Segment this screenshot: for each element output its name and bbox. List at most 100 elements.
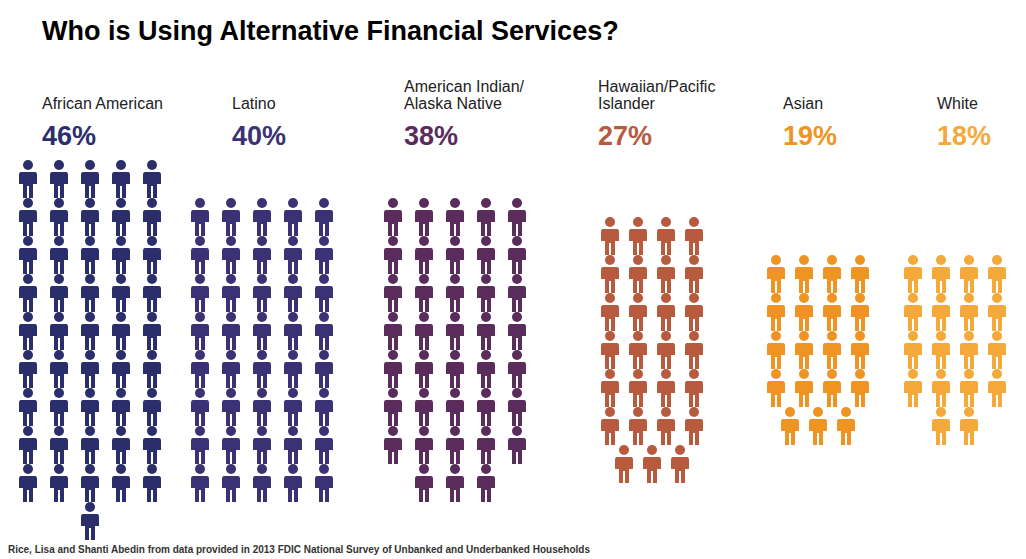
person-body [284, 476, 302, 502]
person-head [226, 350, 236, 360]
source: Rice, Lisa and Shanti Abedin from data p… [8, 544, 590, 555]
person-head [450, 350, 460, 360]
person-head [226, 312, 236, 322]
person-head [481, 274, 491, 284]
person-head [771, 293, 781, 303]
person-body [657, 229, 675, 255]
person-body [601, 267, 619, 293]
person-body [657, 305, 675, 331]
person-head [964, 369, 974, 379]
person-head [257, 464, 267, 474]
person-head [647, 445, 657, 455]
person-body [143, 286, 161, 312]
person-head [908, 293, 918, 303]
person-body [767, 267, 785, 293]
person-body [508, 362, 526, 388]
person-head [633, 255, 643, 265]
person-body [446, 476, 464, 502]
person-body [960, 381, 978, 407]
person-body [222, 324, 240, 350]
person-head [257, 274, 267, 284]
person-head [841, 407, 851, 417]
person-head [771, 255, 781, 265]
person-body [191, 248, 209, 274]
person-body [508, 286, 526, 312]
person-body [685, 343, 703, 369]
person-head [512, 198, 522, 208]
people-cluster [601, 217, 703, 483]
person-head [689, 407, 699, 417]
person-body [191, 324, 209, 350]
person-body [601, 343, 619, 369]
person-body [143, 476, 161, 502]
person-body [50, 286, 68, 312]
data-label: 46% [42, 121, 96, 151]
person-head [147, 236, 157, 246]
person-body [19, 286, 37, 312]
category-label-line: Latino [232, 95, 276, 112]
person-head [661, 331, 671, 341]
person-head [85, 464, 95, 474]
person-head [512, 274, 522, 284]
person-body [222, 286, 240, 312]
person-body [477, 362, 495, 388]
person-body [795, 267, 813, 293]
category-label: American Indian/Alaska Native [404, 78, 525, 112]
person-body [315, 210, 333, 236]
person-body [809, 419, 827, 445]
person-body [143, 324, 161, 350]
person-body [112, 476, 130, 502]
person-body [685, 419, 703, 445]
person-body [823, 381, 841, 407]
person-head [319, 464, 329, 474]
people-cluster [767, 255, 869, 445]
person-head [257, 198, 267, 208]
person-head [992, 255, 1002, 265]
person-body [904, 343, 922, 369]
person-head [633, 331, 643, 341]
person-body [601, 305, 619, 331]
person-body [50, 362, 68, 388]
person-head [116, 388, 126, 398]
person-head [195, 274, 205, 284]
person-body [315, 324, 333, 350]
person-head [661, 407, 671, 417]
person-body [415, 438, 433, 464]
person-head [54, 198, 64, 208]
person-head [936, 407, 946, 417]
person-head [147, 312, 157, 322]
person-body [112, 324, 130, 350]
person-head [147, 464, 157, 474]
person-body [284, 210, 302, 236]
person-head [147, 388, 157, 398]
person-body [81, 172, 99, 198]
person-body [508, 210, 526, 236]
person-body [795, 343, 813, 369]
person-head [813, 407, 823, 417]
person-body [904, 305, 922, 331]
people-cluster [384, 198, 526, 502]
person-body [657, 267, 675, 293]
person-body [253, 362, 271, 388]
person-head [147, 198, 157, 208]
person-body [415, 362, 433, 388]
person-body [384, 438, 402, 464]
person-head [450, 274, 460, 284]
person-head [23, 464, 33, 474]
person-body [191, 476, 209, 502]
person-body [112, 400, 130, 426]
person-body [81, 438, 99, 464]
person-body [284, 286, 302, 312]
person-head [23, 350, 33, 360]
person-head [512, 312, 522, 322]
person-body [477, 476, 495, 502]
person-head [226, 426, 236, 436]
person-body [508, 248, 526, 274]
category-label-line: African American [42, 95, 163, 112]
people-cluster [191, 198, 333, 502]
person-head [85, 388, 95, 398]
person-head [54, 312, 64, 322]
person-body [315, 286, 333, 312]
person-body [415, 286, 433, 312]
person-head [481, 464, 491, 474]
